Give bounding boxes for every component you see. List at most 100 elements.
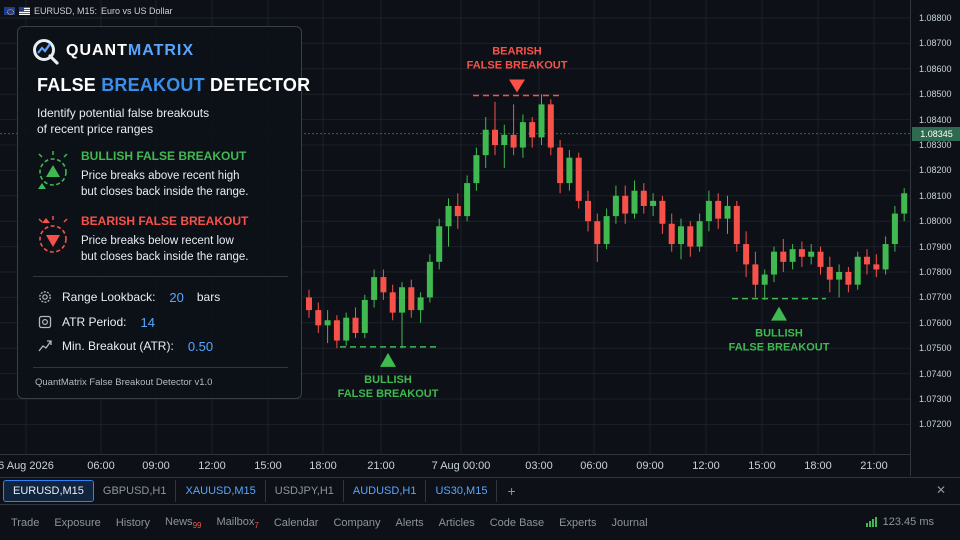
tab-trade[interactable]: Trade bbox=[11, 517, 40, 529]
candle bbox=[473, 147, 480, 191]
candle-body bbox=[798, 249, 805, 257]
quantmatrix-logo: QUANTMATRIX bbox=[31, 37, 194, 65]
bearish-legend-title: BEARISH FALSE BREAKOUT bbox=[81, 214, 249, 228]
candle bbox=[845, 266, 852, 293]
time-tick-label: 03:00 bbox=[525, 460, 553, 472]
candle-body bbox=[705, 200, 712, 222]
close-icon[interactable]: ✕ bbox=[935, 483, 946, 497]
us-flag-icon bbox=[19, 7, 30, 15]
symbol-tab-eurusd[interactable]: EURUSD,M15 bbox=[3, 480, 94, 502]
toolbox-tabs: Trade Exposure History News99 Mailbox7 C… bbox=[0, 506, 960, 540]
candle-body bbox=[324, 320, 331, 326]
price-axis[interactable]: 1.08345 1.08800 1.08700 1.08600 1.08500 1.08… bbox=[910, 0, 960, 476]
add-tab-icon[interactable]: + bbox=[507, 483, 516, 499]
candle-body bbox=[622, 195, 629, 214]
candle bbox=[622, 185, 629, 224]
tab-experts[interactable]: Experts bbox=[559, 517, 597, 529]
candle bbox=[454, 193, 461, 229]
panel-divider bbox=[33, 367, 288, 368]
candle bbox=[324, 310, 331, 344]
bullish-annotation-line1: BULLISH bbox=[755, 328, 803, 340]
symbol-tab-usdjpy[interactable]: USDJPY,H1 bbox=[266, 480, 344, 502]
news-badge: 99 bbox=[192, 521, 202, 531]
candle-body bbox=[854, 256, 861, 285]
candle-body bbox=[780, 251, 787, 262]
price-tick-label: 1.07800 bbox=[919, 267, 952, 277]
chart-symbol-description: Euro vs US Dollar bbox=[101, 6, 173, 16]
candle bbox=[594, 213, 601, 262]
candle bbox=[891, 205, 898, 252]
candle-body bbox=[771, 251, 777, 275]
candle-body bbox=[901, 193, 908, 214]
bullish-annotation-line1: BULLISH bbox=[364, 374, 412, 386]
tab-code-base[interactable]: Code Base bbox=[489, 517, 545, 529]
bearish-breakout-icon bbox=[38, 216, 68, 253]
candle bbox=[631, 180, 638, 219]
tab-articles[interactable]: Articles bbox=[438, 517, 475, 529]
candle bbox=[780, 238, 787, 272]
candle-body bbox=[817, 251, 824, 267]
candle bbox=[557, 139, 564, 194]
tab-news[interactable]: News99 bbox=[165, 515, 202, 531]
price-tick-label: 1.07200 bbox=[919, 419, 952, 430]
time-axis[interactable]: 6 Aug 2026 06:00 09:00 12:00 15:00 18:00 21:00… bbox=[0, 454, 910, 476]
candle bbox=[864, 249, 870, 275]
price-tick-label: 1.08500 bbox=[919, 89, 952, 100]
candle-body bbox=[659, 200, 666, 224]
tab-mailbox[interactable]: Mailbox7 bbox=[216, 515, 259, 531]
price-tick-label: 1.07900 bbox=[919, 241, 952, 252]
tab-exposure[interactable]: Exposure bbox=[54, 517, 101, 529]
candle bbox=[389, 284, 396, 321]
candle bbox=[668, 213, 675, 252]
symbol-tab-gbpusd[interactable]: GBPUSD,H1 bbox=[94, 480, 177, 502]
mailbox-badge: 7 bbox=[254, 521, 259, 531]
candle bbox=[417, 292, 424, 323]
price-tick-label: 1.08700 bbox=[919, 38, 952, 49]
price-tick-label: 1.07300 bbox=[919, 394, 952, 404]
symbol-tab-us30[interactable]: US30,M15 bbox=[426, 480, 498, 502]
candle bbox=[306, 289, 312, 318]
tab-calendar[interactable]: Calendar bbox=[273, 517, 319, 529]
candle-body bbox=[668, 223, 675, 245]
symbol-tab-xauusd[interactable]: XAUUSD,M15 bbox=[176, 480, 266, 502]
candle-body bbox=[575, 157, 582, 201]
panel-footer: QuantMatrix False Breakout Detector v1.0 bbox=[35, 377, 213, 388]
candle bbox=[882, 236, 889, 275]
candle-body bbox=[436, 226, 443, 262]
candle-body bbox=[343, 317, 350, 341]
candle bbox=[399, 282, 405, 349]
candle bbox=[380, 269, 387, 300]
candle-body bbox=[464, 183, 471, 217]
candle bbox=[771, 246, 777, 283]
settings-icon bbox=[38, 315, 52, 329]
panel-divider bbox=[33, 276, 288, 277]
tab-history[interactable]: History bbox=[115, 517, 151, 529]
candle bbox=[361, 294, 368, 339]
candle bbox=[315, 302, 322, 333]
connection-status[interactable]: 123.45 ms bbox=[865, 516, 934, 528]
candle-body bbox=[492, 129, 498, 145]
candle-body bbox=[687, 226, 694, 247]
price-tick-label: 1.07500 bbox=[919, 343, 952, 354]
tab-alerts[interactable]: Alerts bbox=[395, 517, 424, 529]
bearish-annotation-line2: FALSE BREAKOUT bbox=[467, 59, 568, 71]
candle bbox=[724, 195, 731, 234]
gear-icon bbox=[39, 291, 51, 303]
candle bbox=[445, 198, 452, 247]
candle-body bbox=[380, 277, 387, 293]
candle bbox=[612, 185, 619, 224]
candle-body bbox=[640, 190, 647, 206]
param-atr-period: ATR Period: 14 bbox=[37, 314, 155, 330]
candle-body bbox=[678, 226, 684, 245]
candle bbox=[371, 269, 378, 308]
candle-body bbox=[743, 244, 750, 265]
candle bbox=[333, 315, 340, 349]
symbol-tab-audusd[interactable]: AUDUSD,H1 bbox=[344, 480, 427, 502]
tab-company[interactable]: Company bbox=[333, 517, 381, 529]
candle bbox=[343, 312, 350, 346]
candle-body bbox=[333, 320, 340, 341]
candle bbox=[566, 150, 573, 191]
candle bbox=[510, 104, 517, 156]
panel-description: Identify potential false breakouts of re… bbox=[37, 106, 210, 136]
tab-journal[interactable]: Journal bbox=[611, 517, 648, 529]
